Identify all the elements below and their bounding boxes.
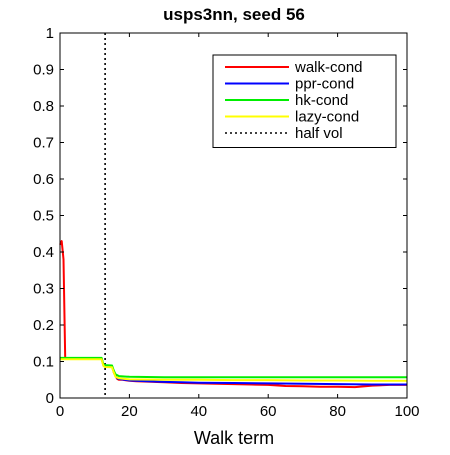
y-tick-label: 0.6 [33, 171, 54, 188]
series-line-hk-cond [60, 356, 407, 379]
x-tick-label: 40 [190, 403, 207, 420]
series-line-lazy-cond [60, 358, 407, 382]
y-tick-label: 0.1 [33, 354, 54, 371]
legend-box [212, 54, 397, 148]
axes: 0 20 40 60 80 100 0 0.1 0.2 0.3 0.4 0.5 0.6 0.7 0.8 0.9… [33, 25, 419, 420]
x-tick-label: 100 [394, 403, 419, 420]
y-tick-label: 0.4 [33, 244, 54, 261]
y-tick-label: 0.9 [33, 62, 54, 79]
legend-label-lazy-cond: lazy-cond [295, 109, 359, 126]
y-tick-label: 0.5 [33, 208, 54, 225]
y-tick-label: 1 [46, 25, 54, 42]
x-axis-label: Walk term [194, 428, 274, 448]
y-tick-label: 0 [46, 390, 54, 407]
x-tick-label: 0 [56, 403, 64, 420]
plot-area [59, 33, 407, 398]
y-tick-label: 0.3 [33, 281, 54, 298]
x-tick-label: 20 [121, 403, 138, 420]
legend-label-walk-cond: walk-cond [294, 59, 363, 76]
y-tick-label: 0.8 [33, 98, 54, 115]
y-tick-label: 0.7 [33, 135, 54, 152]
x-tick-label: 80 [329, 403, 346, 420]
x-tick-label: 60 [260, 403, 277, 420]
y-tick-label: 0.2 [33, 317, 54, 334]
legend-label-half vol: half vol [295, 125, 343, 142]
legend-label-hk-cond: hk-cond [295, 92, 348, 109]
chart-title: usps3nn, seed 56 [163, 5, 305, 24]
legend-label-ppr-cond: ppr-cond [295, 76, 354, 93]
